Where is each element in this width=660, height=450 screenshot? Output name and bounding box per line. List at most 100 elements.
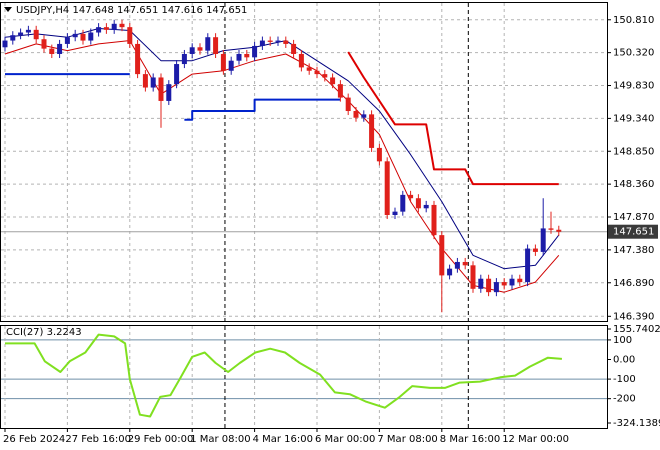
x-tick-label: 26 Feb 2024: [3, 434, 65, 445]
candle-body: [345, 97, 351, 112]
candle-body: [166, 84, 172, 101]
candle-body: [236, 53, 242, 61]
candle-body: [259, 40, 265, 46]
x-tick-label: 6 Mar 00:00: [315, 434, 375, 445]
candle-body: [252, 45, 258, 58]
chart-title: USDJPY,H4 147.648 147.651 147.616 147.65…: [16, 5, 247, 16]
y-tick-label: -324.1389: [613, 418, 660, 429]
candle-body: [493, 282, 499, 293]
candle-body: [462, 261, 468, 266]
candle-body: [423, 204, 429, 209]
x-tick-label: 4 Mar 16:00: [253, 434, 313, 445]
y-tick-label: 148.360: [613, 179, 654, 190]
candle-body: [298, 53, 304, 68]
candle-body: [431, 204, 437, 236]
cci-panel-frame: [0, 325, 608, 429]
x-tick-label: 8 Mar 16:00: [440, 434, 500, 445]
candle-body: [439, 235, 445, 276]
candle-body: [174, 64, 180, 85]
y-tick-label: 0.00: [613, 355, 635, 366]
y-tick-label: 146.890: [613, 278, 654, 289]
candle-body: [408, 194, 414, 199]
x-tick-label: 27 Feb 16:00: [65, 434, 131, 445]
candle-body: [244, 53, 250, 58]
candle-body: [486, 278, 492, 293]
candle-body: [291, 43, 297, 54]
candle-body: [189, 47, 195, 54]
candle-body: [88, 32, 94, 41]
candle-body: [275, 40, 281, 42]
candle-body: [400, 194, 406, 212]
candle-body: [478, 278, 484, 289]
candle-body: [2, 40, 8, 48]
candle-body: [384, 161, 390, 215]
candle-body: [501, 282, 507, 286]
candle-body: [454, 261, 460, 269]
candle-body: [103, 27, 109, 30]
candle-body: [548, 228, 554, 230]
marks: 150.810 150.320 149.830 149.340 148.850 148.3…: [1, 3, 660, 445]
y-tick-label: 146.390: [613, 311, 654, 322]
candle-body: [80, 33, 86, 41]
x-tick-label: 1 Mar 08:00: [190, 434, 250, 445]
candle-body: [540, 228, 546, 252]
candle-body: [322, 74, 328, 78]
x-tick-label: 7 Mar 08:00: [377, 434, 437, 445]
candle-body: [517, 278, 523, 283]
x-tick-label: 12 Mar 00:00: [502, 434, 569, 445]
candle-body: [314, 70, 320, 75]
candle-body: [10, 35, 16, 41]
indicator-line: [347, 51, 559, 186]
price-panel-frame: [0, 2, 608, 322]
indicator-line: [5, 73, 341, 121]
candle-body: [306, 67, 312, 71]
candle-body: [415, 198, 421, 209]
y-tick-label: -200: [613, 394, 636, 405]
candle-body: [283, 40, 289, 44]
indicator-line: [5, 333, 562, 418]
y-tick-label: 148.850: [613, 146, 654, 157]
candle-body: [158, 77, 164, 101]
candle-body: [41, 39, 47, 49]
candle-body: [470, 265, 476, 289]
candle-body: [532, 248, 538, 252]
candle-body: [392, 211, 398, 215]
candle-body: [72, 33, 78, 38]
y-tick-label: 150.320: [613, 48, 654, 59]
candle-body: [18, 32, 24, 36]
candle-body: [127, 27, 133, 44]
y-tick-label: 150.810: [613, 15, 654, 26]
y-tick-label: 155.7402: [613, 324, 660, 335]
candle-body: [49, 48, 55, 54]
candle-body: [205, 37, 211, 51]
y-tick-label: 147.380: [613, 245, 654, 256]
y-tick-label: -100: [613, 374, 636, 385]
candle-body: [376, 147, 382, 162]
candle-body: [150, 77, 156, 88]
candle-body: [142, 74, 148, 88]
candle-body: [25, 29, 31, 33]
candle-body: [220, 53, 226, 71]
current-price-label: 147.651: [613, 227, 654, 238]
candle-body: [267, 40, 273, 42]
candle-body: [361, 114, 367, 118]
current-price-box: [608, 224, 658, 239]
candle-body: [447, 268, 453, 276]
candle-body: [330, 77, 336, 85]
x-tick-label: 29 Feb 00:00: [128, 434, 194, 445]
candle-body: [525, 248, 531, 283]
candle-body: [33, 29, 39, 40]
cci-title: CCI(27) 3.2243: [6, 327, 82, 338]
y-tick-label: 149.340: [613, 113, 654, 124]
candle-body: [96, 27, 102, 33]
candle-body: [119, 23, 125, 28]
candle-body: [197, 47, 203, 51]
menu-arrow: [4, 7, 12, 12]
candle-body: [213, 37, 219, 54]
candle-body: [111, 23, 117, 30]
y-tick-label: 100: [613, 335, 632, 346]
candle-body: [181, 53, 187, 65]
candle-body: [556, 229, 562, 232]
